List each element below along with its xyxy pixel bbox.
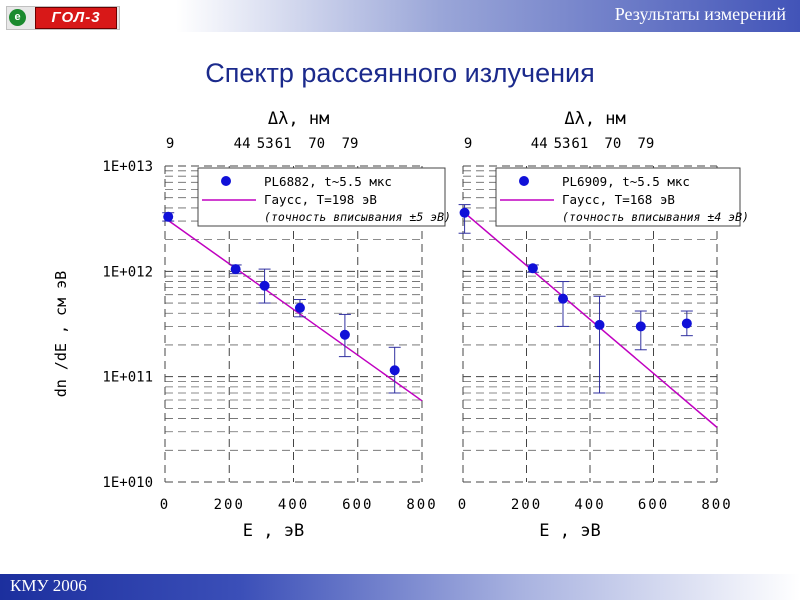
x-top-tick-label: 53 (257, 136, 274, 152)
legend-entry: Гаусс, T=198 эВ (264, 192, 377, 207)
x-top-axis-label: Δλ, нм (268, 109, 329, 129)
legend-box (495, 167, 741, 227)
footer-text: КМУ 2006 (10, 576, 87, 595)
x-tick-label: 400 (278, 497, 309, 513)
header-title: Результаты измерений (614, 4, 786, 24)
y-axis-label: dn /dE , см эВ (52, 271, 70, 397)
x-tick-label: 800 (406, 497, 437, 513)
x-top-tick-label: 79 (637, 136, 654, 152)
data-point (294, 302, 305, 313)
x-top-tick-label: 44 (234, 136, 251, 152)
page-title: Спектр рассеянного излучения (205, 58, 595, 88)
y-tick-label: 1E+011 (102, 370, 153, 386)
logo-text: ГОЛ-3 (35, 7, 117, 29)
logo-badge-icon: e (9, 9, 26, 26)
legend-note: (точность вписывания ±4 эВ) (562, 210, 749, 224)
legend-note: (точность вписывания ±5 эВ) (264, 210, 451, 224)
x-tick-label: 200 (214, 497, 245, 513)
data-point (459, 207, 470, 218)
chart-panel-right: 0 200 400 600 800 E , эВ 9 44 53 61 70 79 Δλ, нм PL69… (458, 109, 749, 541)
data-point (163, 211, 174, 222)
legend-marker-points (221, 176, 231, 186)
data-point (389, 365, 400, 376)
x-top-tick-label: 70 (308, 136, 325, 152)
y-tick-label: 1E+013 (102, 159, 153, 175)
data-point (635, 321, 646, 332)
x-tick-label: 600 (342, 497, 373, 513)
x-tick-label: 200 (511, 497, 542, 513)
x-top-tick-label: 44 (531, 136, 548, 152)
x-axis-label: E , эВ (539, 521, 600, 541)
header-bar (0, 0, 800, 32)
x-top-axis-label: Δλ, нм (564, 109, 625, 129)
legend-marker-points (519, 176, 529, 186)
chart-panel-left: 0 200 400 600 800 E , эВ 9 44 53 61 70 79 Δλ, нм 1E+0… (52, 109, 451, 541)
x-tick-label: 0 (458, 497, 468, 513)
data-point (594, 319, 605, 330)
footer-bar (0, 574, 800, 600)
x-top-tick-label: 53 (554, 136, 571, 152)
x-axis-label: E , эВ (243, 521, 304, 541)
x-top-tick-label: 61 (275, 136, 292, 152)
y-tick-label: 1E+010 (102, 475, 153, 491)
data-point (259, 280, 270, 291)
data-point (681, 318, 692, 329)
legend-entry: PL6909, t~5.5 мкс (562, 174, 690, 189)
x-top-tick-label: 9 (166, 136, 174, 152)
x-top-tick-label: 9 (464, 136, 472, 152)
x-top-tick-label: 79 (342, 136, 359, 152)
data-point (558, 293, 569, 304)
x-tick-label: 400 (574, 497, 605, 513)
data-point (230, 264, 241, 275)
legend-entry: Гаусс, T=168 эВ (562, 192, 675, 207)
x-tick-label: 0 (160, 497, 170, 513)
fit-line (164, 217, 423, 402)
data-point (339, 329, 350, 340)
legend-entry: PL6882, t~5.5 мкс (264, 174, 392, 189)
fit-line (462, 210, 718, 428)
y-tick-label: 1E+012 (102, 264, 153, 280)
x-top-tick-label: 61 (571, 136, 588, 152)
x-tick-label: 600 (638, 497, 669, 513)
x-top-tick-label: 70 (604, 136, 621, 152)
logo: e ГОЛ-3 (6, 6, 120, 30)
legend-box (197, 167, 446, 227)
x-tick-label: 800 (701, 497, 732, 513)
data-point (527, 263, 538, 274)
